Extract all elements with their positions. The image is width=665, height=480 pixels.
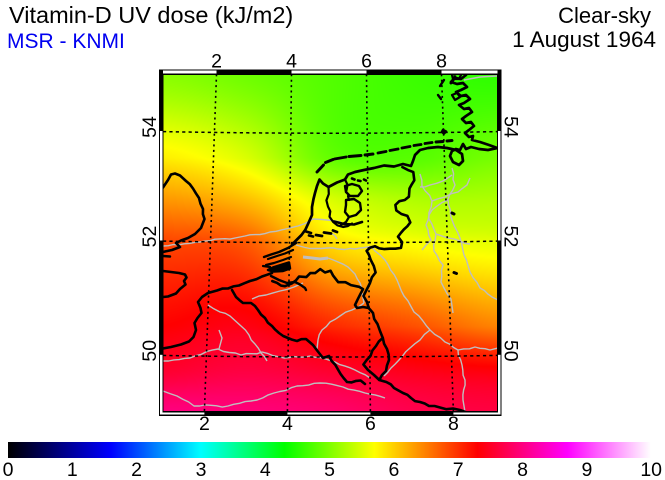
svg-text:4: 4 — [282, 413, 293, 435]
svg-text:4: 4 — [286, 51, 297, 73]
svg-text:54: 54 — [139, 116, 161, 138]
svg-text:8: 8 — [436, 51, 447, 73]
svg-text:50: 50 — [139, 340, 161, 362]
svg-text:54: 54 — [500, 116, 522, 138]
svg-text:6: 6 — [365, 413, 376, 435]
svg-text:2: 2 — [211, 51, 222, 73]
svg-text:52: 52 — [139, 226, 161, 248]
svg-text:52: 52 — [500, 226, 522, 248]
svg-text:8: 8 — [448, 413, 459, 435]
svg-text:6: 6 — [361, 51, 372, 73]
svg-text:50: 50 — [500, 340, 522, 362]
svg-text:2: 2 — [199, 413, 210, 435]
